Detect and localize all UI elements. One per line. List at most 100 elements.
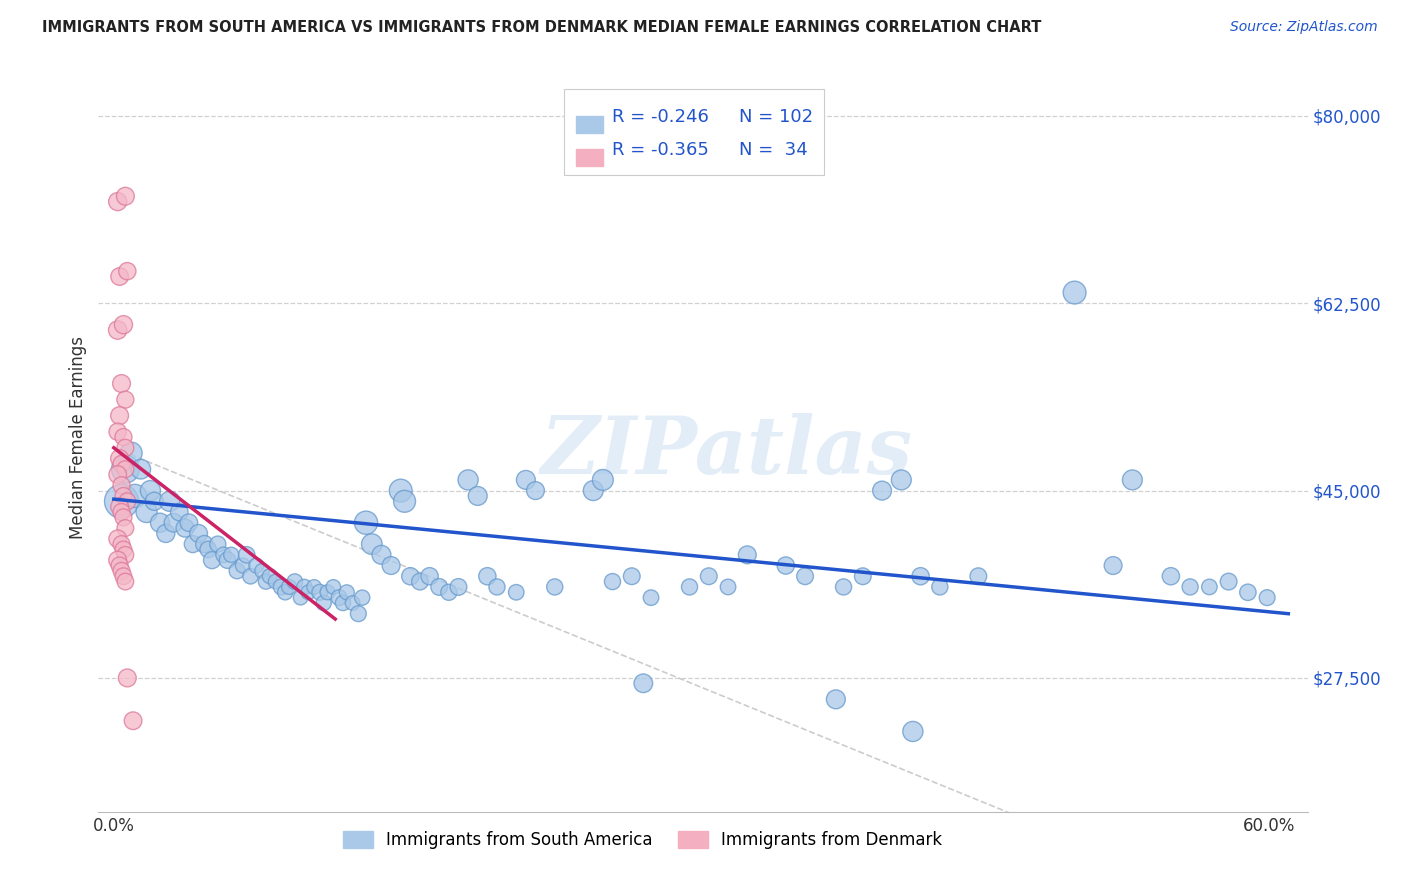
Point [107,425,129,439]
Point [544,580,567,594]
Point [112,542,135,557]
Point [347,607,370,621]
Point [117,494,139,508]
Point [114,462,136,476]
Point [592,473,614,487]
Point [852,569,875,583]
Point [505,585,527,599]
Point [485,580,508,594]
Point [107,194,129,209]
Point [112,510,135,524]
Point [217,553,239,567]
Point [110,505,132,519]
Point [354,516,377,530]
Point [181,537,204,551]
Point [278,580,301,594]
Point [114,462,136,476]
Point [775,558,797,573]
Point [207,537,229,551]
Point [274,585,297,599]
Point [1198,580,1220,594]
Legend: Immigrants from South America, Immigrants from Denmark: Immigrants from South America, Immigrant… [336,824,949,855]
FancyBboxPatch shape [576,149,603,166]
Point [143,494,166,508]
Point [447,580,470,594]
Point [1178,580,1201,594]
Point [717,580,740,594]
Point [294,580,316,594]
Point [1218,574,1240,589]
Point [254,574,277,589]
Point [360,537,382,551]
Point [174,521,197,535]
Point [235,548,257,562]
Point [149,516,172,530]
Point [389,483,412,498]
Point [201,553,224,567]
Point [370,548,392,562]
Point [901,724,924,739]
Point [135,505,157,519]
Point [602,574,624,589]
Text: R = -0.365: R = -0.365 [613,141,709,159]
Point [582,483,605,498]
Point [270,580,292,594]
Point [110,564,132,578]
Point [250,564,273,578]
Point [352,591,374,605]
Point [197,542,219,557]
Point [1160,569,1182,583]
Point [794,569,817,583]
Point [110,457,132,471]
Point [342,596,364,610]
Text: ZIPatlas: ZIPatlas [541,413,914,491]
Point [419,569,441,583]
Point [114,574,136,589]
Point [110,537,132,551]
Point [328,591,350,605]
FancyBboxPatch shape [576,116,603,133]
Point [284,574,307,589]
Point [193,537,215,551]
Point [457,473,479,487]
Point [112,430,135,444]
Point [108,269,131,284]
Point [120,446,142,460]
Point [108,409,131,423]
Point [114,441,136,455]
Point [832,580,855,594]
Point [232,558,254,573]
Point [316,585,339,599]
Point [112,318,135,332]
Point [259,569,281,583]
Point [290,591,312,605]
Point [117,264,139,278]
Point [139,483,162,498]
Point [1256,591,1278,605]
Point [124,489,146,503]
Point [169,505,191,519]
Point [110,376,132,391]
Point [697,569,720,583]
Point [312,596,335,610]
Point [524,483,547,498]
Point [967,569,990,583]
Point [910,569,932,583]
Point [890,473,912,487]
Point [162,516,184,530]
Point [427,580,450,594]
Point [928,580,950,594]
Point [678,580,700,594]
Point [409,574,432,589]
Text: R = -0.246: R = -0.246 [613,108,709,126]
Point [399,569,422,583]
Point [117,671,139,685]
Point [110,494,132,508]
Point [1237,585,1260,599]
Point [107,532,129,546]
Point [1121,473,1143,487]
Point [112,569,135,583]
Point [437,585,460,599]
Point [108,451,131,466]
Point [107,553,129,567]
